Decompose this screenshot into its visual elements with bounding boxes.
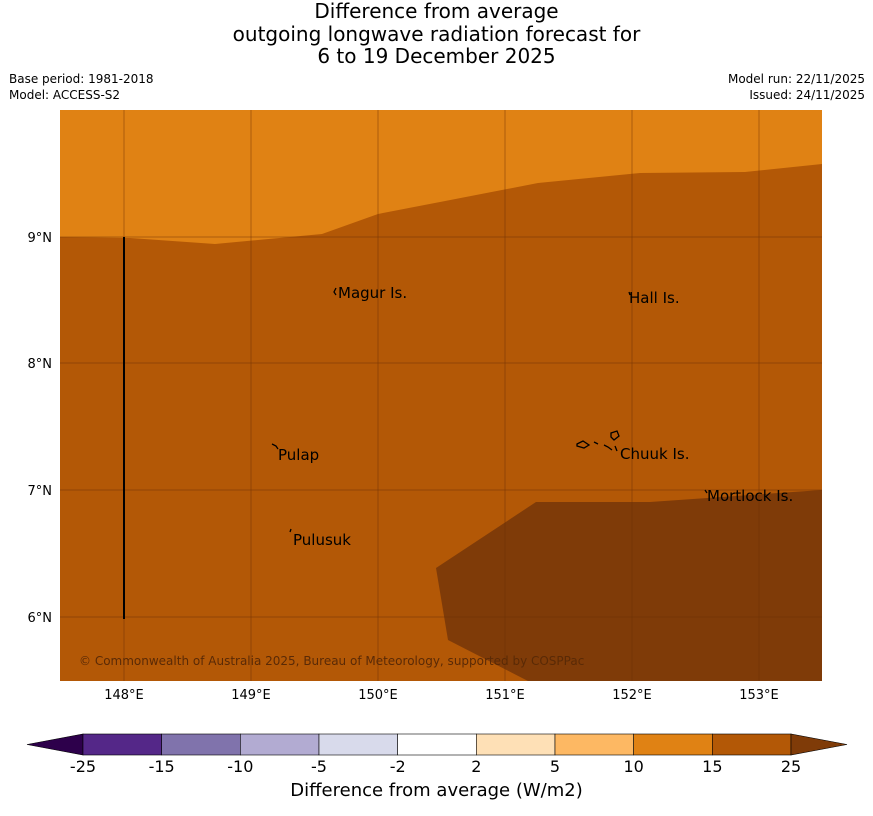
chart-title: Difference from average outgoing longwav… <box>0 0 873 68</box>
title-line-2: outgoing longwave radiation forecast for <box>232 21 641 46</box>
place-label-pulusuk: Pulusuk <box>293 531 351 549</box>
colorbar-boxes <box>26 733 848 756</box>
title-line-1: Difference from average <box>314 0 559 23</box>
colorbar-tick-labels: -25 -15 -10 -5 -2 2 5 10 15 25 <box>70 757 801 776</box>
colorbar-box <box>633 733 713 756</box>
colorbar-tick-label: 15 <box>702 757 722 776</box>
colorbar-over-arrow <box>790 733 848 756</box>
island-hall <box>628 291 631 296</box>
island-shapes <box>271 287 708 533</box>
colorbar-tick-label: 10 <box>623 757 643 776</box>
colorbar-box <box>82 733 162 756</box>
place-label-hall: Hall Is. <box>629 289 680 307</box>
colorbar-tick-label: -5 <box>311 757 327 776</box>
colorbar-box <box>554 733 634 756</box>
place-labels: Magur Is. Hall Is. Pulap Chuuk Is. Mortl… <box>278 284 793 549</box>
lon-label-149e: 149°E <box>231 688 271 700</box>
meta-left: Base period: 1981-2018 Model: ACCESS-S2 <box>9 71 154 103</box>
map-fill-layer: Magur Is. Hall Is. Pulap Chuuk Is. Mortl… <box>60 110 822 681</box>
title-line-3: 6 to 19 December 2025 <box>317 44 556 68</box>
lon-label-148e: 148°E <box>104 688 144 700</box>
colorbar-tick-label: -15 <box>149 757 175 776</box>
grid-lines <box>60 110 822 681</box>
lon-label-151e: 151°E <box>485 688 525 700</box>
lat-label-8n: 8°N <box>28 357 53 372</box>
lat-tick-labels: 9°N 8°N 7°N 6°N <box>28 231 53 626</box>
island-pulusuk <box>289 528 292 533</box>
colorbar-box <box>240 733 320 756</box>
island-chuuk-lagoon <box>576 430 620 452</box>
place-label-mortlock: Mortlock Is. <box>707 487 793 505</box>
lat-label-9n: 9°N <box>28 231 53 246</box>
map: Magur Is. Hall Is. Pulap Chuuk Is. Mortl… <box>28 110 822 700</box>
place-label-magur: Magur Is. <box>338 284 407 302</box>
island-pulap <box>271 443 279 450</box>
copyright-text: © Commonwealth of Australia 2025, Bureau… <box>79 654 584 668</box>
colorbar-box <box>318 733 398 756</box>
lat-label-7n: 7°N <box>28 484 53 499</box>
island-magur <box>333 287 337 296</box>
lon-label-152e: 152°E <box>612 688 652 700</box>
colorbar-box <box>712 733 792 756</box>
colorbar-label: Difference from average (W/m2) <box>290 780 583 801</box>
colorbar-tick-label: 5 <box>550 757 560 776</box>
fill-region-above-25 <box>436 490 822 681</box>
colorbar-tick-label: 25 <box>781 757 801 776</box>
lon-label-150e: 150°E <box>358 688 398 700</box>
island-mortlock <box>704 489 708 494</box>
colorbar-tick-label: -25 <box>70 757 96 776</box>
colorbar-tick-label: -10 <box>227 757 253 776</box>
colorbar-box <box>397 733 477 756</box>
colorbar-box <box>476 733 556 756</box>
colorbar-tick-label: 2 <box>471 757 481 776</box>
lat-label-6n: 6°N <box>28 611 53 626</box>
lon-tick-labels: 148°E 149°E 150°E 151°E 152°E 153°E <box>104 688 779 700</box>
place-label-chuuk: Chuuk Is. <box>620 445 689 463</box>
place-label-pulap: Pulap <box>278 446 319 464</box>
model-run-text: Model run: 22/11/2025 <box>727 72 865 86</box>
lon-label-153e: 153°E <box>739 688 779 700</box>
meta-right: Model run: 22/11/2025 Issued: 24/11/2025 <box>728 71 865 103</box>
model-text: Model: ACCESS-S2 <box>9 88 121 102</box>
colorbar-tick-label: -2 <box>390 757 406 776</box>
base-period-text: Base period: 1981-2018 <box>9 72 154 86</box>
colorbar-under-arrow <box>26 733 84 756</box>
issued-text: Issued: 24/11/2025 <box>749 88 865 102</box>
colorbar-box <box>161 733 241 756</box>
